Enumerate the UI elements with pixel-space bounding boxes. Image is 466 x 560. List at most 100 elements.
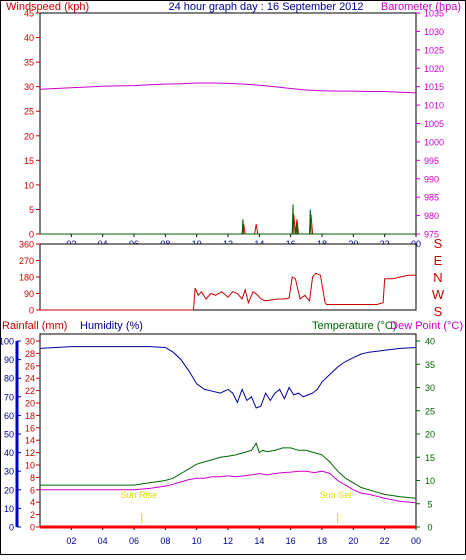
rainfall-tick-label: 20 xyxy=(25,399,35,409)
direction-tick-label: 0 xyxy=(29,306,34,316)
rainfall-tick-label: 24 xyxy=(25,374,35,384)
dewpoint-axis-title: Dew Point (°C) xyxy=(390,320,463,332)
rainfall-tick-label: 6 xyxy=(30,485,35,495)
humidity-tick-label: 10 xyxy=(4,504,14,514)
temperature-line xyxy=(40,442,417,499)
gust-line xyxy=(40,204,416,235)
barometer-tick-label: 1015 xyxy=(424,82,444,92)
hour-tick-label: 22 xyxy=(380,536,390,546)
rainfall-tick-label: 4 xyxy=(30,498,35,508)
barometer-axis: 975 980 985 990 995 1000 1005 1010 1015 1020 1025 1… xyxy=(416,9,444,240)
rainfall-tick-label: 0 xyxy=(30,523,35,533)
rainfall-tick-label: 28 xyxy=(25,349,35,359)
barometer-tick-label: 990 xyxy=(424,174,439,184)
compass-s-top: S xyxy=(434,236,443,251)
hour-tick-label: 14 xyxy=(254,536,264,546)
wind-direction-line xyxy=(40,272,416,311)
hour-tick-label: 02 xyxy=(66,536,76,546)
windspeed-tick-label: 45 xyxy=(24,9,34,19)
windspeed-tick-label: 5 xyxy=(29,205,34,215)
windspeed-tick-label: 15 xyxy=(24,156,34,166)
dewpoint-line xyxy=(40,470,417,504)
direction-tick-label: 90 xyxy=(24,289,34,299)
barometer-tick-label: 985 xyxy=(424,193,439,203)
compass-n: N xyxy=(433,270,442,285)
temperature-tick-label: 25 xyxy=(425,406,435,416)
hour-axis-bottom: 02 04 06 08 10 12 14 16 18 20 22 00 xyxy=(66,527,421,546)
barometer-tick-label: 1005 xyxy=(424,119,444,129)
hour-tick-label: 16 xyxy=(286,536,296,546)
rainfall-tick-label: 18 xyxy=(25,411,35,421)
barometer-tick-label: 1025 xyxy=(424,45,444,55)
rainfall-tick-label: 12 xyxy=(25,448,35,458)
barometer-tick-label: 995 xyxy=(424,156,439,166)
temperature-axis: 0 5 10 15 20 25 30 35 40 xyxy=(416,337,435,533)
compass-w: W xyxy=(432,287,445,302)
barometer-tick-label: 1030 xyxy=(424,27,444,37)
humidity-tick-label: 50 xyxy=(4,430,14,440)
sunset-label: Sun Set xyxy=(320,490,353,500)
humidity-tick-label: 20 xyxy=(4,485,14,495)
hour-tick-label: 08 xyxy=(160,536,170,546)
chart-title: 24 hour graph day : 16 September 2012 xyxy=(168,1,363,13)
barometer-tick-label: 1000 xyxy=(424,137,444,147)
hour-tick-label: 10 xyxy=(192,536,202,546)
hour-tick-label: 12 xyxy=(223,536,233,546)
compass-e: E xyxy=(434,253,443,268)
barometer-tick-label: 1010 xyxy=(424,101,444,111)
rainfall-tick-label: 30 xyxy=(25,337,35,347)
windspeed-axis: 0 5 10 15 20 25 30 35 40 45 xyxy=(24,9,40,240)
sunrise-label: Sun Rise xyxy=(121,490,158,500)
temperature-tick-label: 40 xyxy=(425,337,435,347)
hour-tick-label: 20 xyxy=(348,536,358,546)
windspeed-tick-label: 40 xyxy=(24,33,34,43)
barometer-tick-label: 975 xyxy=(424,230,439,240)
humidity-tick-label: 30 xyxy=(4,467,14,477)
humidity-tick-label: 40 xyxy=(4,448,14,458)
rainfall-tick-label: 16 xyxy=(25,423,35,433)
humidity-tick-label: 100 xyxy=(0,337,14,347)
rainfall-tick-label: 14 xyxy=(25,436,35,446)
humidity-line xyxy=(39,346,417,409)
temperature-tick-label: 30 xyxy=(425,383,435,393)
barometer-tick-label: 1020 xyxy=(424,64,444,74)
humidity-axis: 0 10 20 30 40 50 60 70 80 90 100 xyxy=(0,337,21,533)
windspeed-axis-title: Windspeed (kph) xyxy=(6,1,89,13)
rainfall-tick-label: 10 xyxy=(25,461,35,471)
humidity-tick-label: 90 xyxy=(4,355,14,365)
windspeed-tick-label: 10 xyxy=(24,180,34,190)
rainfall-tick-label: 26 xyxy=(25,361,35,371)
barometer-line xyxy=(39,82,417,94)
windspeed-tick-label: 30 xyxy=(24,82,34,92)
hour-tick-label: 00 xyxy=(411,536,421,546)
windspeed-tick-label: 25 xyxy=(24,107,34,117)
humidity-tick-label: 60 xyxy=(4,411,14,421)
hour-tick-label: 06 xyxy=(129,536,139,546)
humidity-axis-title: Humidity (%) xyxy=(80,320,143,332)
compass-s-bottom: S xyxy=(434,304,443,319)
barometer-axis-title: Barometer (hpa) xyxy=(381,1,461,13)
temperature-tick-label: 5 xyxy=(427,499,432,509)
humidity-tick-label: 0 xyxy=(9,523,14,533)
temperature-tick-label: 20 xyxy=(425,430,435,440)
panel-wind-barometer xyxy=(39,12,417,235)
panel-humidity-temperature xyxy=(39,333,417,528)
barometer-tick-label: 1035 xyxy=(424,9,444,19)
rainfall-tick-label: 22 xyxy=(25,386,35,396)
temperature-tick-label: 15 xyxy=(425,453,435,463)
temperature-axis-title: Temperature (°C) xyxy=(312,320,396,332)
hour-tick-label: 18 xyxy=(317,536,327,546)
hour-tick-label: 04 xyxy=(98,536,108,546)
rainfall-tick-label: 8 xyxy=(30,473,35,483)
panel-wind-direction xyxy=(39,243,417,311)
humidity-tick-label: 80 xyxy=(4,374,14,384)
temperature-tick-label: 0 xyxy=(427,523,432,533)
direction-axis: 0 90 180 270 360 xyxy=(19,240,40,316)
windspeed-tick-label: 0 xyxy=(29,230,34,240)
barometer-tick-label: 980 xyxy=(424,211,439,221)
rainfall-tick-label: 2 xyxy=(30,510,35,520)
windspeed-tick-label: 35 xyxy=(24,58,34,68)
direction-tick-label: 180 xyxy=(19,273,34,283)
